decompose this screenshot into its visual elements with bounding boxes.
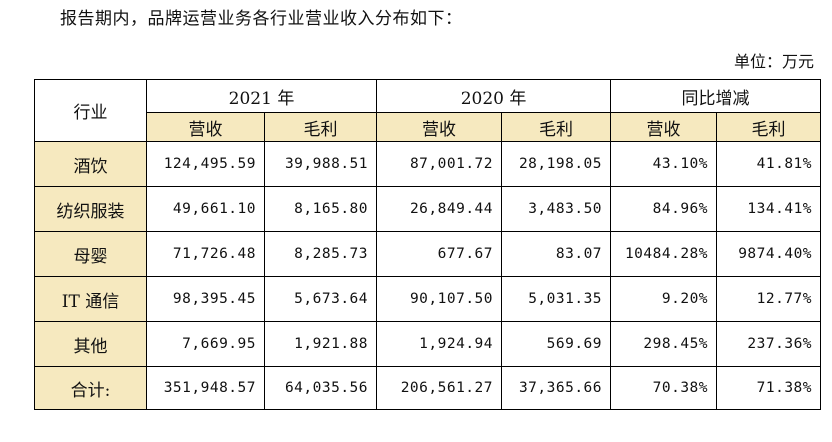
subheader-revenue: 营收	[610, 112, 718, 142]
cell-value: 9874.40%	[716, 231, 822, 277]
subheader-gross-profit: 毛利	[501, 112, 612, 142]
row-label: 母婴	[34, 231, 147, 277]
cell-value: 87,001.72	[376, 141, 503, 187]
header-yoy: 同比增减	[610, 79, 822, 113]
cell-value: 298.45%	[610, 321, 718, 367]
subheader-revenue: 营收	[146, 112, 265, 142]
table-row: IT 通信 98,395.45 5,673.64 90,107.50 5,031…	[34, 276, 822, 322]
cell-value: 26,849.44	[376, 186, 503, 232]
cell-value: 3,483.50	[501, 186, 612, 232]
row-label: IT 通信	[34, 276, 147, 322]
row-label: 酒饮	[34, 141, 147, 187]
header-industry: 行业	[34, 79, 147, 142]
cell-value: 71.38%	[716, 366, 822, 410]
header-2020: 2020 年	[376, 79, 612, 113]
subheader-gross-profit: 毛利	[263, 112, 378, 142]
cell-value: 7,669.95	[146, 321, 265, 367]
cell-value: 237.36%	[716, 321, 822, 367]
table-row: 纺织服装 49,661.10 8,165.80 26,849.44 3,483.…	[34, 186, 822, 232]
cell-value: 1,924.94	[376, 321, 503, 367]
cell-value: 677.67	[376, 231, 503, 277]
cell-value: 39,988.51	[263, 141, 378, 187]
table-row-total: 合计: 351,948.57 64,035.56 206,561.27 37,3…	[34, 366, 822, 410]
header-2021: 2021 年	[145, 79, 378, 113]
cell-value: 37,365.66	[501, 366, 612, 410]
cell-value: 9.20%	[610, 276, 718, 322]
subheader-revenue: 营收	[376, 112, 503, 142]
cell-value: 8,165.80	[263, 186, 378, 232]
cell-value: 64,035.56	[263, 366, 378, 410]
cell-value: 84.96%	[610, 186, 718, 232]
subheader-gross-profit: 毛利	[716, 112, 822, 142]
cell-value: 1,921.88	[263, 321, 378, 367]
cell-value: 28,198.05	[501, 141, 612, 187]
cell-value: 70.38%	[610, 366, 718, 410]
cell-value: 90,107.50	[376, 276, 503, 322]
table-row: 酒饮 124,495.59 39,988.51 87,001.72 28,198…	[34, 141, 822, 187]
cell-value: 49,661.10	[146, 186, 265, 232]
intro-text: 报告期内，品牌运营业务各行业营业收入分布如下：	[60, 9, 463, 29]
cell-value: 98,395.45	[146, 276, 265, 322]
table-row: 其他 7,669.95 1,921.88 1,924.94 569.69 298…	[34, 321, 822, 367]
cell-value: 206,561.27	[376, 366, 503, 410]
unit-label: 单位：万元	[733, 52, 814, 71]
cell-value: 5,673.64	[263, 276, 378, 322]
row-label: 合计:	[34, 366, 147, 410]
cell-value: 5,031.35	[501, 276, 612, 322]
cell-value: 83.07	[501, 231, 612, 277]
cell-value: 43.10%	[610, 141, 718, 187]
cell-value: 12.77%	[716, 276, 822, 322]
cell-value: 569.69	[501, 321, 612, 367]
cell-value: 134.41%	[716, 186, 822, 232]
table-row: 母婴 71,726.48 8,285.73 677.67 83.07 10484…	[34, 231, 822, 277]
row-label: 纺织服装	[34, 186, 147, 232]
cell-value: 10484.28%	[610, 231, 718, 277]
cell-value: 124,495.59	[146, 141, 265, 187]
row-label: 其他	[34, 321, 147, 367]
revenue-table: 行业 2021 年 2020 年 同比增减 营收 毛利 营收 毛利 营收 毛利 …	[34, 79, 822, 410]
cell-value: 8,285.73	[263, 231, 378, 277]
cell-value: 41.81%	[716, 141, 822, 187]
cell-value: 351,948.57	[146, 366, 265, 410]
cell-value: 71,726.48	[146, 231, 265, 277]
